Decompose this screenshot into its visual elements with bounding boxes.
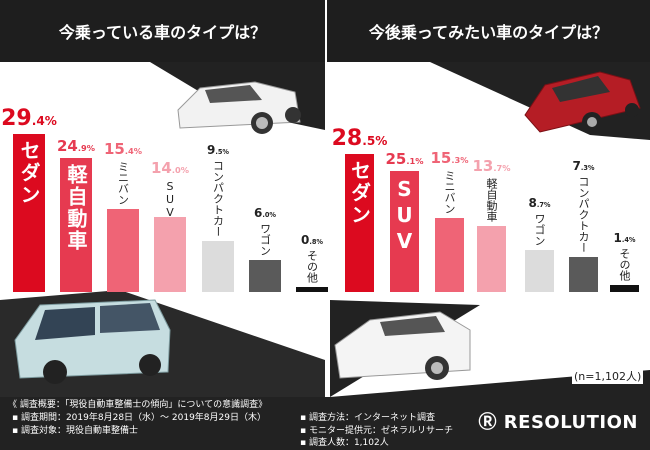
bar-category-label: ワゴン	[533, 212, 546, 246]
bar-4	[202, 240, 234, 292]
survey-count: ▪ 調査人数：1,102人	[300, 438, 389, 448]
bar-value-label: 14.0%	[150, 158, 190, 177]
bar-value-label: 15.3%	[430, 148, 469, 167]
survey-provider: ▪ モニター提供元：ゼネラルリサーチ	[300, 426, 453, 436]
bar-value-label: 6.0%	[253, 205, 277, 220]
bar-4	[525, 249, 554, 292]
bar-value-label: 28.5%	[331, 126, 388, 152]
bar-3	[154, 216, 186, 292]
white-sedan-image	[177, 81, 301, 134]
bar-5	[569, 256, 598, 292]
survey-target: ▪ 調査対象：現役自動車整備士	[12, 426, 138, 436]
bar-1: 軽自動車	[60, 158, 92, 292]
bar-category-label: 軽自動車	[64, 164, 88, 253]
bar-value-label: 24.9%	[56, 137, 96, 156]
bar-category-label: ミニバン	[116, 161, 130, 206]
left-bar-chart: セダン 29.4% 軽自動車 24.9% ミニバン 15.4% SUV 14.0% コンパクトカ…	[0, 62, 330, 397]
bar-2	[435, 217, 464, 292]
bar-category-label: ワゴン	[258, 222, 272, 256]
background-decoration	[0, 62, 650, 397]
bar-value-label: 25.1%	[385, 149, 424, 168]
bar-category-label: セダン	[17, 140, 41, 207]
right-bar-chart: セダン 28.5% SUV 25.1% ミニバン 15.3% 軽自動車 13.7% ワゴン 8.7…	[330, 62, 650, 397]
bar-category-label: その他	[305, 250, 319, 283]
bar-3	[477, 225, 506, 292]
bar-2	[107, 209, 139, 292]
bar-value-label: 13.7%	[472, 156, 511, 175]
bar-0: セダン	[13, 134, 45, 292]
bar-value-label: 15.4%	[103, 140, 143, 159]
bar-category-label: 軽自動車	[485, 177, 498, 222]
red-suv-image	[524, 71, 641, 133]
white-hatchback-image	[334, 311, 471, 380]
bar-value-label: 7.3%	[572, 158, 595, 173]
bar-category-label: セダン	[347, 160, 372, 227]
bar-category-label: SUV	[392, 176, 417, 255]
footer: 《 調査概要：「現役自動車整備士の傾向」についての意識調査》 ▪ 調査期間：20…	[0, 397, 650, 450]
sample-size-note: (n=1,102人)	[572, 368, 644, 384]
bar-category-label: その他	[618, 248, 631, 282]
logo-text: RESOLUTION	[503, 412, 638, 433]
bar-value-label: 9.5%	[206, 142, 230, 157]
bar-0: セダン	[345, 154, 374, 292]
minivan-image	[14, 299, 171, 384]
bar-category-label: コンパクトカー	[211, 159, 225, 237]
bar-1: SUV	[390, 170, 419, 292]
bar-category-label: コンパクトカー	[577, 175, 590, 253]
bar-6	[610, 285, 639, 292]
bar-value-label: 29.4%	[1, 106, 57, 132]
survey-method: ▪ 調査方法：インターネット調査	[300, 413, 435, 423]
bar-value-label: 8.7%	[528, 195, 551, 210]
survey-heading: 《 調査概要：「現役自動車整備士の傾向」についての意識調査》	[8, 400, 268, 410]
logo-mark-icon: Ⓡ	[478, 412, 497, 433]
right-chart-title: 今後乗ってみたい車のタイプは？	[327, 0, 650, 62]
bar-category-label: ミニバン	[443, 169, 456, 214]
left-chart-title: 今乗っている車のタイプは？	[0, 0, 325, 62]
bar-value-label: 0.8%	[300, 233, 324, 247]
survey-period: ▪ 調査期間：2019年8月28日（水）～ 2019年8月29日（木）	[12, 413, 266, 423]
bar-6	[296, 287, 328, 292]
bar-value-label: 1.4%	[613, 231, 636, 246]
resolution-logo: Ⓡ RESOLUTION	[479, 413, 639, 433]
bar-category-label: SUV	[163, 179, 177, 219]
bar-5	[249, 259, 281, 292]
